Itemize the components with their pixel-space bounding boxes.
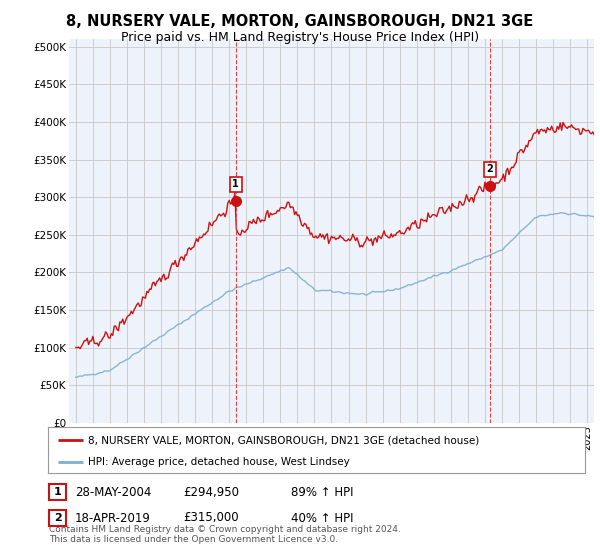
Text: 2: 2	[487, 164, 493, 174]
Text: £315,000: £315,000	[183, 511, 239, 525]
Text: Price paid vs. HM Land Registry's House Price Index (HPI): Price paid vs. HM Land Registry's House …	[121, 31, 479, 44]
Text: 8, NURSERY VALE, MORTON, GAINSBOROUGH, DN21 3GE (detached house): 8, NURSERY VALE, MORTON, GAINSBOROUGH, D…	[88, 435, 479, 445]
Text: £294,950: £294,950	[183, 486, 239, 499]
Text: 2: 2	[54, 513, 61, 523]
Text: 1: 1	[232, 179, 239, 189]
Text: HPI: Average price, detached house, West Lindsey: HPI: Average price, detached house, West…	[88, 457, 350, 466]
Text: 18-APR-2019: 18-APR-2019	[75, 511, 151, 525]
Text: 28-MAY-2004: 28-MAY-2004	[75, 486, 151, 499]
Text: 89% ↑ HPI: 89% ↑ HPI	[291, 486, 353, 499]
Text: 8, NURSERY VALE, MORTON, GAINSBOROUGH, DN21 3GE: 8, NURSERY VALE, MORTON, GAINSBOROUGH, D…	[67, 14, 533, 29]
Text: 40% ↑ HPI: 40% ↑ HPI	[291, 511, 353, 525]
Text: Contains HM Land Registry data © Crown copyright and database right 2024.
This d: Contains HM Land Registry data © Crown c…	[49, 525, 401, 544]
Text: 1: 1	[54, 487, 61, 497]
